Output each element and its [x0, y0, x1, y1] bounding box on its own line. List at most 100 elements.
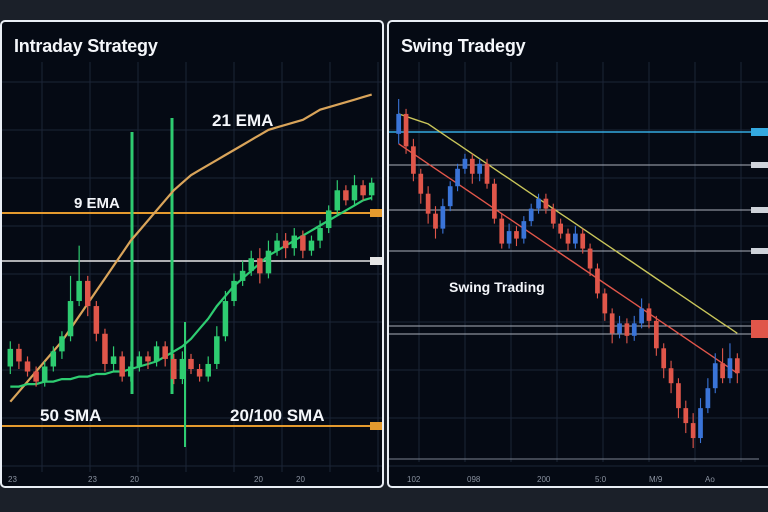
candle-body	[653, 320, 659, 349]
candle-body	[16, 348, 22, 362]
candle-body	[484, 163, 490, 184]
candle-body	[734, 358, 740, 374]
candle-body	[119, 356, 125, 377]
candle-body	[440, 206, 446, 229]
candle-body	[668, 368, 674, 384]
candle-body	[274, 240, 280, 251]
candle-body	[558, 223, 563, 234]
candle-body	[325, 210, 332, 229]
candle-body	[411, 146, 416, 174]
x-tick-label: 200	[537, 475, 551, 484]
x-tick-label: 20	[130, 475, 139, 484]
intraday-chart-panel: Intraday Strategy 21 EMA 9 EMA 50 SMA 20/10…	[0, 20, 384, 488]
candle-body	[418, 173, 424, 194]
candle-body	[624, 323, 630, 336]
x-tick-label: 098	[467, 475, 481, 484]
candle-body	[425, 193, 431, 214]
candle-body	[396, 113, 402, 134]
candle-body	[462, 158, 468, 169]
candle-body	[609, 313, 615, 334]
swing-chart-svg: Swing Trading 102 098 200 5:0 M/9 Ao	[389, 62, 768, 484]
candle-body	[239, 270, 246, 281]
candle-body	[661, 348, 667, 369]
candle-body	[110, 356, 117, 364]
candle-body	[698, 408, 703, 439]
candle-body	[93, 306, 100, 334]
candle-body	[492, 183, 497, 219]
candle-body	[102, 333, 108, 364]
candle-body	[188, 358, 194, 369]
candle-body	[514, 231, 519, 239]
candle-body	[291, 235, 298, 249]
candle-body	[136, 356, 143, 367]
level-tag	[751, 207, 768, 213]
candle-body	[595, 268, 600, 294]
candle-body	[720, 363, 725, 379]
candle-body	[499, 218, 505, 244]
candle-body	[521, 221, 527, 239]
bottom-strip	[0, 488, 768, 512]
level-tag	[751, 248, 768, 254]
annotation-50-sma: 50 SMA	[40, 406, 101, 425]
x-tick-label: 23	[8, 475, 17, 484]
candle-body	[506, 231, 512, 244]
x-tick-label: M/9	[649, 475, 663, 484]
candle-body	[317, 228, 323, 241]
level-tag	[370, 209, 382, 217]
candle-body	[631, 323, 637, 336]
candle-body	[705, 388, 711, 409]
candle-body	[646, 308, 652, 321]
x-tick-label: 20	[296, 475, 305, 484]
candle-body	[59, 336, 65, 352]
candle-body	[536, 198, 541, 209]
candle-body	[602, 293, 608, 314]
level-tag	[370, 422, 382, 430]
panel-title: Swing Tradegy	[401, 36, 526, 56]
annotation-20-100-sma: 20/100 SMA	[230, 406, 325, 425]
candle-body	[257, 258, 263, 274]
annotation-swing-trading: Swing Trading	[449, 279, 545, 295]
candle-body	[676, 383, 681, 409]
candle-body	[145, 356, 151, 362]
candle-body	[7, 348, 14, 367]
level-tag	[751, 162, 768, 168]
candle-body	[214, 336, 220, 364]
x-tick-label: 5:0	[595, 475, 607, 484]
candle-body	[469, 158, 475, 174]
candle-body	[171, 358, 177, 380]
candle-body	[712, 363, 718, 389]
ma-fast-line	[398, 143, 738, 374]
price-tag	[751, 320, 768, 338]
ma-slow-line	[398, 113, 738, 334]
candle-body	[76, 280, 82, 302]
candle-body	[231, 280, 237, 302]
volume-spike	[170, 118, 174, 394]
sma-green-line	[10, 196, 373, 388]
candle-body	[683, 408, 689, 424]
candle-body	[24, 361, 31, 372]
candle-body	[205, 363, 211, 377]
annotation-9-ema: 9 EMA	[74, 195, 120, 212]
candle-body	[153, 346, 160, 362]
candle-body	[447, 186, 453, 207]
panel-title: Intraday Strategy	[14, 36, 158, 56]
candle-body	[179, 358, 186, 380]
candle-body	[550, 208, 556, 224]
candle-body	[300, 235, 306, 251]
candle-body	[265, 250, 272, 274]
candle-body	[360, 185, 366, 196]
candle-body	[727, 358, 733, 379]
candle-body	[334, 190, 341, 211]
candle-body	[343, 190, 349, 201]
candle-body	[41, 366, 48, 382]
candle-body	[565, 233, 571, 244]
candle-body	[162, 346, 168, 359]
candle-body	[50, 351, 57, 367]
annotation-21-ema: 21 EMA	[212, 111, 273, 130]
level-tag	[370, 257, 382, 265]
candle-body	[33, 371, 39, 382]
candle-body	[690, 423, 696, 439]
candle-body	[403, 113, 409, 147]
x-tick-label: Ao	[705, 475, 715, 484]
candle-body	[308, 240, 315, 251]
